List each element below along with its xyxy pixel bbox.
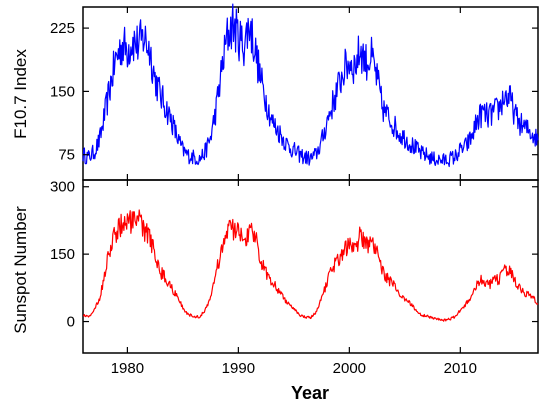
f107-panel: 75 150 225 F10.7 Index — [11, 3, 539, 181]
x-tick-label: 1980 — [111, 360, 144, 377]
x-tick-label: 2000 — [333, 360, 366, 377]
sunspot-x-ticks: 1980 1990 2000 2010 — [111, 360, 477, 377]
sunspot-y-tick-label: 300 — [50, 179, 75, 196]
sunspot-plot-area — [82, 180, 539, 353]
sunspot-y-tick-label: 0 — [67, 314, 75, 331]
sunspot-y-tick-label: 150 — [50, 246, 75, 263]
x-tick-label: 1990 — [222, 360, 255, 377]
f107-y-ticks: 75 150 225 — [50, 20, 538, 164]
f107-plot-area — [82, 3, 539, 180]
sunspot-y-ticks: 0 150 300 — [50, 179, 538, 331]
f107-y-tick-label: 75 — [58, 147, 75, 164]
f107-y-axis-title: F10.7 Index — [11, 49, 30, 139]
f107-y-tick-label: 150 — [50, 83, 75, 100]
sunspot-plot-frame — [82, 179, 539, 354]
sunspot-series-line — [82, 209, 539, 322]
x-tick-label: 2010 — [444, 360, 477, 377]
sunspot-y-axis-title: Sunspot Number — [11, 206, 30, 334]
f107-y-tick-label: 225 — [50, 20, 75, 37]
x-axis-title: Year — [291, 383, 329, 403]
f107-series-line — [82, 3, 539, 168]
